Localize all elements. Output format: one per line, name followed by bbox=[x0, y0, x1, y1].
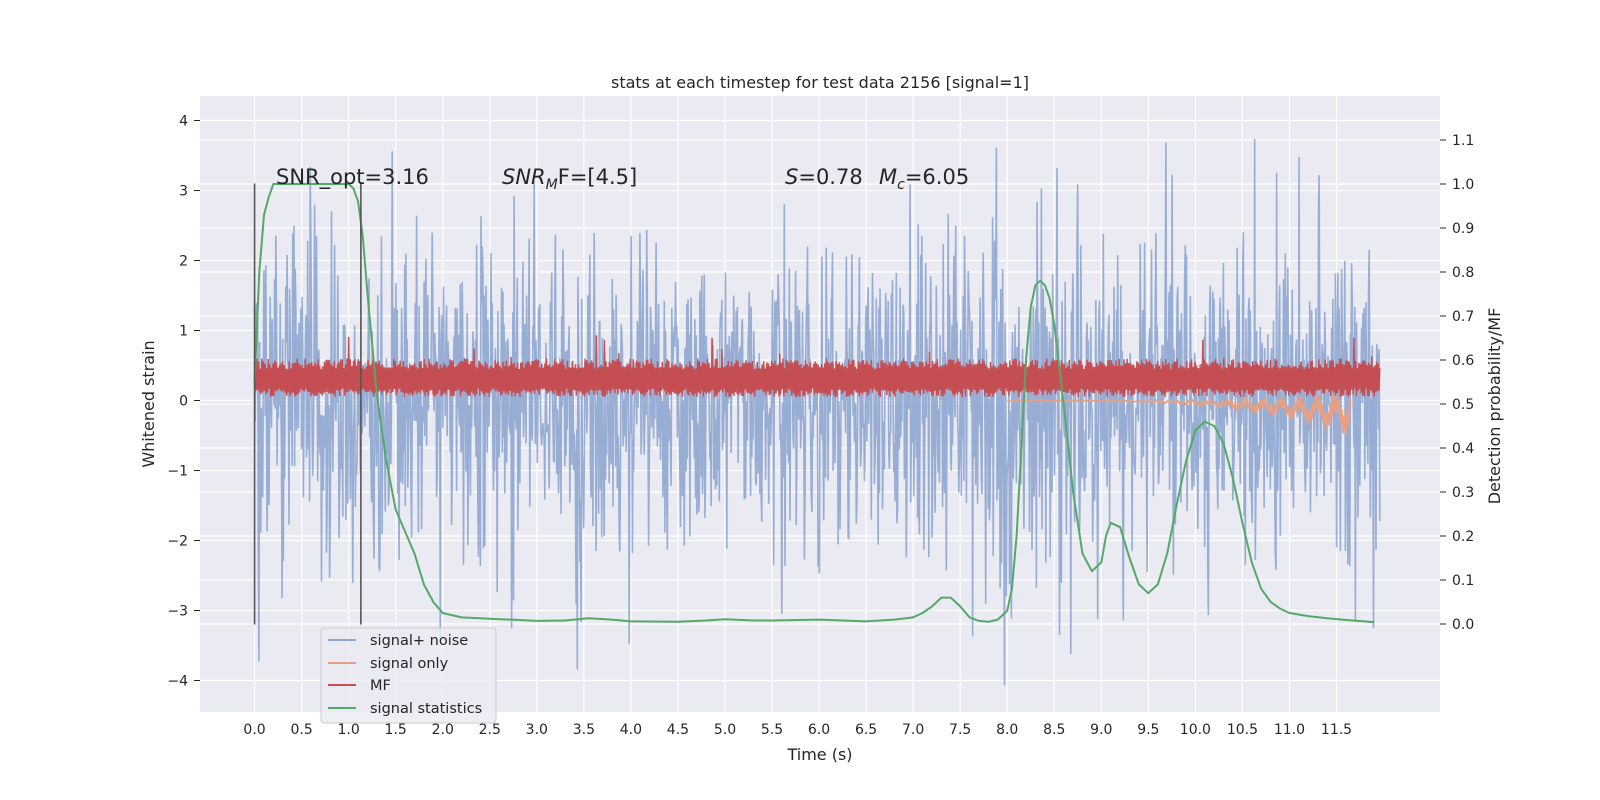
y-right-tick-label: 0.8 bbox=[1452, 265, 1474, 281]
y-axis-label-left: Whitened strain bbox=[139, 340, 158, 467]
x-tick-label: 7.0 bbox=[902, 722, 924, 738]
x-tick-label: 6.0 bbox=[808, 722, 830, 738]
legend-label-signal-noise: signal+ noise bbox=[370, 633, 468, 649]
y-right-tick-label: 0.0 bbox=[1452, 617, 1474, 633]
annotation-snr-mf: SNRMF=[4.5] bbox=[502, 165, 637, 193]
y-left-tick-label: −3 bbox=[167, 604, 188, 620]
y-left-tick-label: 4 bbox=[179, 114, 188, 130]
x-tick-label: 5.0 bbox=[714, 722, 736, 738]
y-right-tick-label: 0.3 bbox=[1452, 485, 1474, 501]
y-left-tick-label: 0 bbox=[179, 394, 188, 410]
y-axis-label-right: Detection probability/MF bbox=[1485, 308, 1504, 505]
annotation-mc-value: =6.05 bbox=[905, 165, 969, 189]
x-axis-label: Time (s) bbox=[786, 745, 852, 764]
series-signal-noise-line bbox=[253, 138, 1381, 686]
y-left-tick-label: 2 bbox=[179, 254, 188, 270]
legend-label-signal-statistics: signal statistics bbox=[370, 701, 482, 717]
y-right-tick-label: 0.7 bbox=[1452, 309, 1474, 325]
annotation-mc-sub: c bbox=[897, 177, 905, 193]
annotation-s-main: S bbox=[785, 165, 798, 189]
legend-label-signal-only: signal only bbox=[370, 656, 449, 672]
series-mf-line bbox=[253, 335, 1381, 398]
y-right-tick-label: 1.0 bbox=[1452, 177, 1474, 193]
y-left-tick-label: 3 bbox=[179, 184, 188, 200]
x-tick-label: 3.5 bbox=[573, 722, 595, 738]
series-signal-statistics-line bbox=[253, 183, 1375, 624]
legend-label-mf: MF bbox=[370, 678, 391, 694]
annotation-snr-opt: SNR_opt=3.16 bbox=[276, 165, 429, 190]
annotation-s: S=0.78 bbox=[785, 165, 863, 189]
x-tick-label: 5.5 bbox=[761, 722, 783, 738]
x-tick-label: 3.0 bbox=[526, 722, 548, 738]
legend-box bbox=[320, 627, 497, 724]
marker-lines bbox=[253, 183, 362, 625]
x-tick-label: 11.0 bbox=[1274, 722, 1305, 738]
annotation-mc-main: M bbox=[879, 165, 897, 189]
x-tick-label: 8.5 bbox=[1043, 722, 1065, 738]
x-tick-label: 0.5 bbox=[290, 722, 312, 738]
series-signal-only-line bbox=[1007, 392, 1352, 435]
x-tick-label: 10.5 bbox=[1227, 722, 1258, 738]
x-tick-label: 11.5 bbox=[1321, 722, 1352, 738]
y-right-tick-label: 0.2 bbox=[1452, 529, 1474, 545]
x-tick-label: 2.5 bbox=[479, 722, 501, 738]
tick-labels: 0.0 0.5 1.0 1.5 2.0 2.5 3.0 3.5 4.0 4.5 5.0 5.5 6.0 6… bbox=[167, 114, 1474, 739]
x-tick-label: 1.5 bbox=[385, 722, 407, 738]
y-right-tick-label: 0.6 bbox=[1452, 353, 1474, 369]
y-left-tick-label: −2 bbox=[167, 534, 188, 550]
y-right-tick-label: 1.1 bbox=[1452, 133, 1474, 149]
x-tick-label: 10.0 bbox=[1180, 722, 1211, 738]
annotation-snr-mf-sub: M bbox=[546, 177, 558, 193]
y-right-tick-label: 0.9 bbox=[1452, 221, 1474, 237]
y-left-tick-label: −1 bbox=[167, 464, 188, 480]
x-tick-label: 9.5 bbox=[1137, 722, 1159, 738]
annotation-s-value: =0.78 bbox=[798, 165, 862, 189]
annotation-snr-mf-main: SNR bbox=[502, 165, 546, 189]
y-left-tick-label: 1 bbox=[179, 324, 188, 340]
x-tick-label: 2.0 bbox=[432, 722, 454, 738]
annotation-snr-mf-rest: F=[4.5] bbox=[558, 165, 637, 189]
chart-title: stats at each timestep for test data 215… bbox=[611, 73, 1029, 92]
legend: signal+ noise signal only MF signal stat… bbox=[320, 627, 497, 724]
x-tick-label: 4.5 bbox=[667, 722, 689, 738]
x-tick-label: 8.0 bbox=[996, 722, 1018, 738]
x-tick-label: 4.0 bbox=[620, 722, 642, 738]
x-tick-label: 7.5 bbox=[949, 722, 971, 738]
x-tick-label: 6.5 bbox=[855, 722, 877, 738]
x-tick-label: 9.0 bbox=[1090, 722, 1112, 738]
y-left-tick-label: −4 bbox=[167, 674, 188, 690]
x-tick-label: 0.0 bbox=[243, 722, 265, 738]
annotation-mc: Mc=6.05 bbox=[879, 165, 969, 193]
y-right-tick-label: 0.1 bbox=[1452, 573, 1474, 589]
y-right-tick-label: 0.4 bbox=[1452, 441, 1474, 457]
x-tick-label: 1.0 bbox=[338, 722, 360, 738]
y-right-tick-label: 0.5 bbox=[1452, 397, 1474, 413]
series-layer bbox=[253, 138, 1381, 686]
